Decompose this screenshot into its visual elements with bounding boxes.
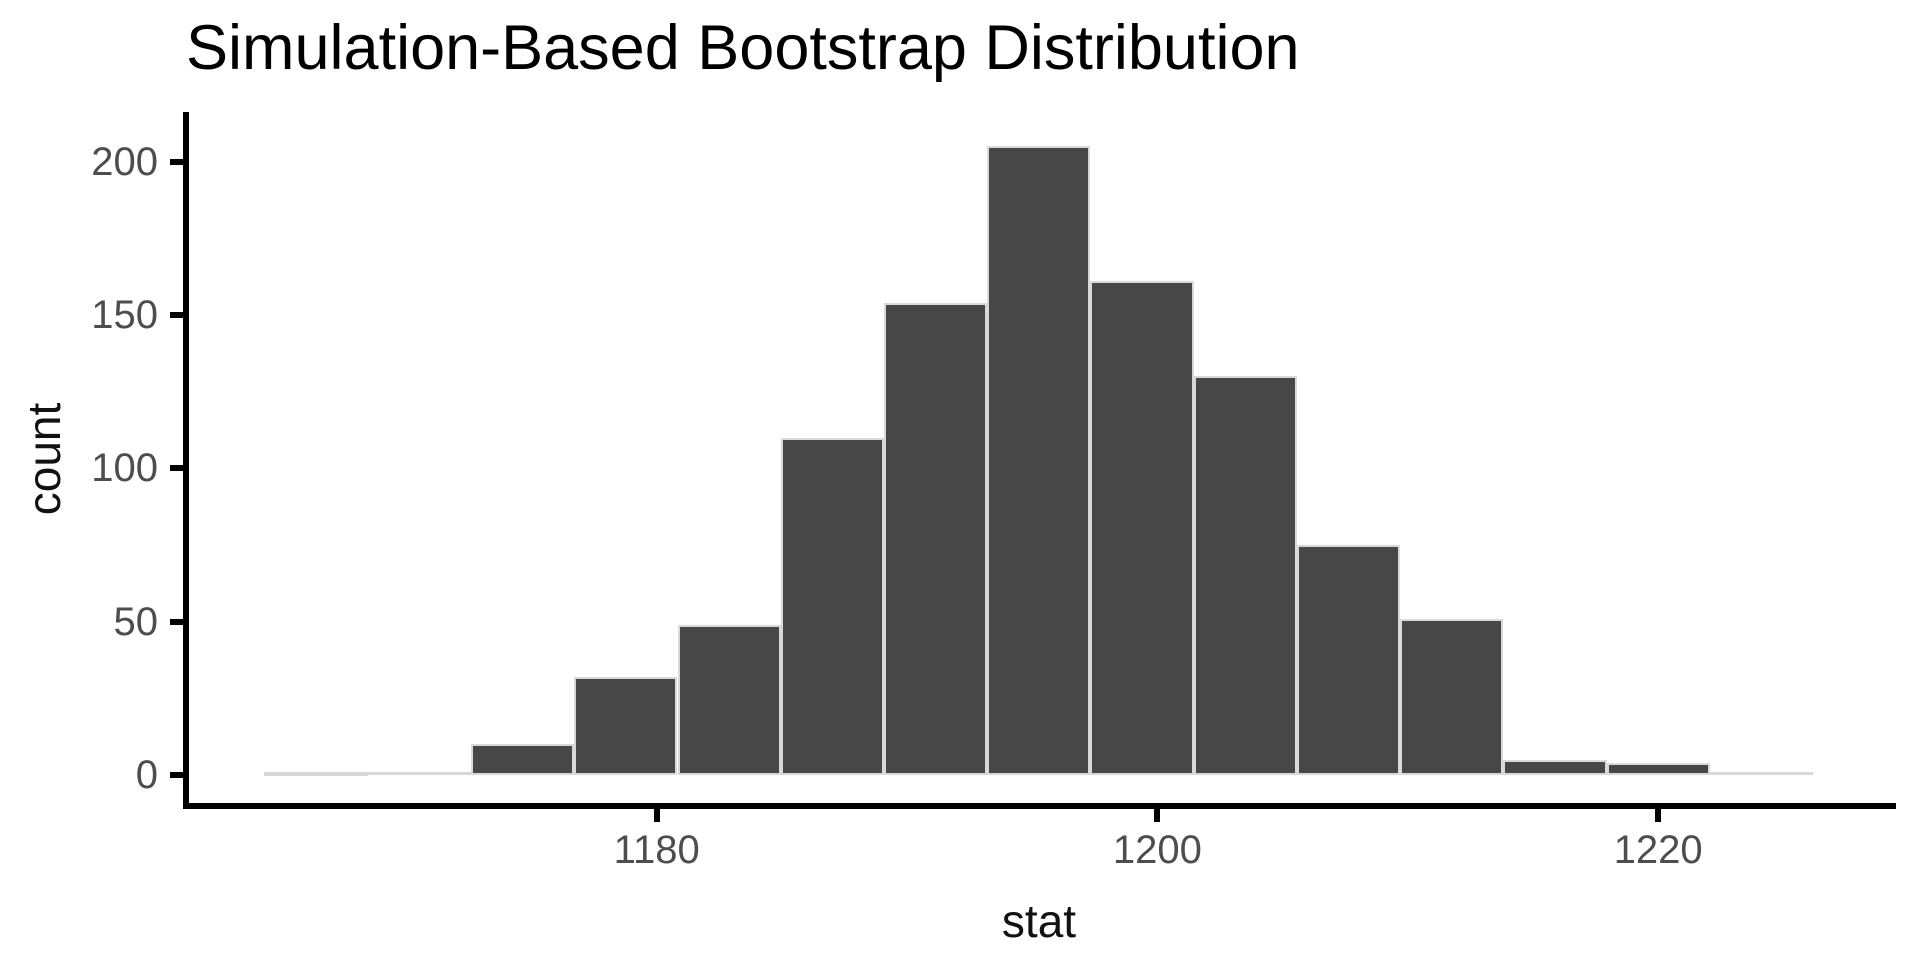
y-tick-mark bbox=[170, 772, 183, 778]
histogram-bar bbox=[264, 772, 368, 776]
y-tick-mark bbox=[170, 158, 183, 165]
histogram-bar bbox=[1090, 281, 1194, 775]
chart-title: Simulation-Based Bootstrap Distribution bbox=[186, 13, 1300, 83]
y-axis-line bbox=[183, 112, 189, 809]
plot-panel bbox=[186, 112, 1893, 806]
histogram-bar bbox=[987, 146, 1091, 775]
histogram-bar bbox=[1400, 618, 1504, 775]
histogram-bar bbox=[1606, 762, 1710, 776]
y-tick-label: 150 bbox=[91, 293, 158, 337]
x-axis-line bbox=[183, 803, 1896, 809]
histogram-zero-bin-line bbox=[1710, 772, 1814, 775]
x-tick-mark bbox=[1655, 809, 1662, 822]
histogram-bar bbox=[1503, 759, 1607, 775]
x-tick-label: 1200 bbox=[1112, 828, 1202, 872]
x-axis-title: stat bbox=[1001, 895, 1077, 947]
y-axis-title: count bbox=[18, 402, 70, 516]
y-tick-label: 200 bbox=[91, 139, 158, 184]
y-tick-label: 50 bbox=[113, 599, 159, 644]
x-tick-mark bbox=[653, 809, 660, 822]
y-tick-mark bbox=[170, 465, 183, 472]
histogram-bar bbox=[780, 437, 884, 775]
x-tick-label: 1220 bbox=[1613, 828, 1703, 872]
histogram-bar bbox=[470, 744, 575, 776]
histogram-bar bbox=[1193, 376, 1297, 776]
y-tick-mark bbox=[170, 312, 183, 318]
y-tick-mark bbox=[170, 618, 183, 625]
histogram-bar bbox=[1296, 545, 1401, 775]
histogram-bar bbox=[677, 624, 781, 776]
histogram-zero-bin-line bbox=[367, 772, 471, 775]
x-tick-mark bbox=[1154, 809, 1161, 822]
y-tick-label: 0 bbox=[135, 753, 158, 797]
histogram-bar bbox=[574, 676, 678, 775]
histogram-bar bbox=[883, 302, 988, 776]
x-tick-label: 1180 bbox=[613, 828, 700, 872]
